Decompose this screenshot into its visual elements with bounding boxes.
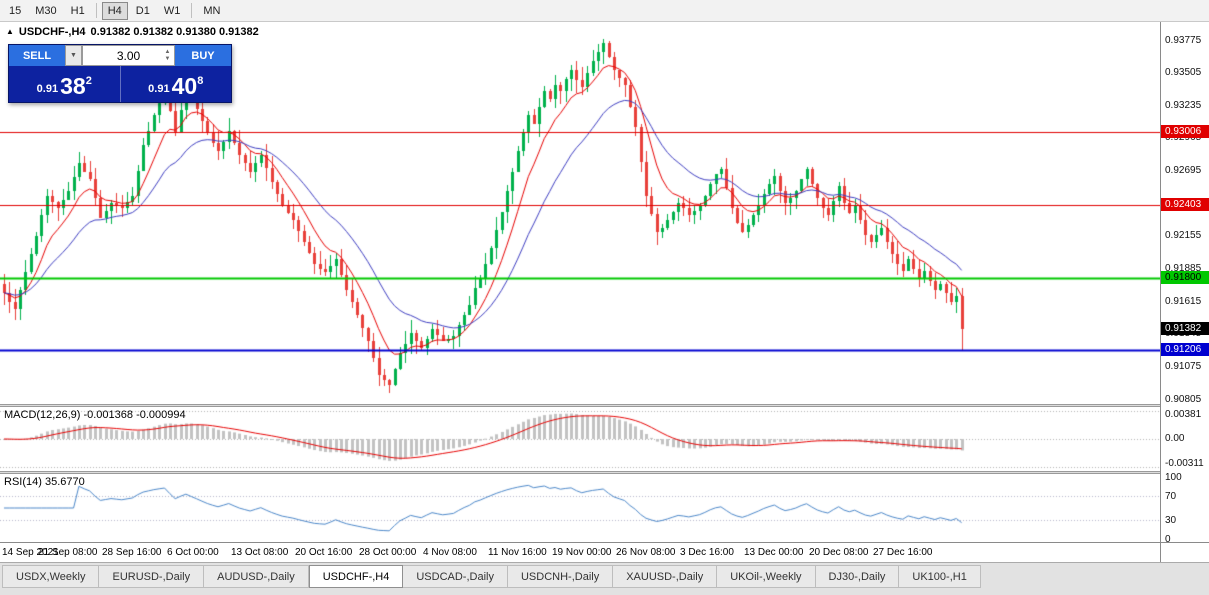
price-axis-tick: 0.91075 <box>1165 360 1202 372</box>
time-axis-label: 11 Nov 16:00 <box>488 547 547 558</box>
time-axis-label: 20 Dec 08:00 <box>809 547 869 558</box>
time-axis-label: 14 Sep 2021 <box>2 547 59 558</box>
rsi-axis-tick: 30 <box>1165 515 1177 527</box>
chart-tab-usdchf[interactable]: USDCHF-,H4 <box>308 565 404 588</box>
price-axis-tick: 0.93505 <box>1165 67 1202 79</box>
volume-spinner-up-icon[interactable]: ▲ <box>164 48 171 55</box>
time-axis-label: 28 Oct 00:00 <box>359 547 417 558</box>
chart-tab-bar: USDX,Weekly EURUSD-,Daily AUDUSD-,Daily USD… <box>0 562 1209 595</box>
buy-button[interactable]: BUY <box>175 45 231 66</box>
time-axis-label: 6 Oct 00:00 <box>167 547 219 558</box>
chart-symbol-title: USDCHF-,H4 <box>18 26 86 38</box>
chart-tab-usdcad[interactable]: USDCAD-,Daily <box>403 565 508 588</box>
macd-axis-tick: 0.00381 <box>1165 409 1202 420</box>
price-axis-tick: 0.92155 <box>1165 230 1202 242</box>
chart-tab-usdx[interactable]: USDX,Weekly <box>2 565 100 588</box>
price-axis-tick: 0.91615 <box>1165 295 1202 307</box>
rsi-indicator-canvas[interactable] <box>0 474 1160 542</box>
rsi-indicator-label: RSI(14) 35.6770 <box>4 476 85 488</box>
chart-tab-dj30[interactable]: DJ30-,Daily <box>815 565 900 588</box>
rsi-axis-tick: 70 <box>1165 490 1177 502</box>
price-line-label: 0.93006 <box>1161 125 1209 139</box>
chart-tab-audusd[interactable]: AUDUSD-,Daily <box>204 565 309 588</box>
time-axis-label: 3 Dec 16:00 <box>680 547 734 558</box>
time-axis-label: 20 Oct 16:00 <box>295 547 353 558</box>
sell-button[interactable]: SELL <box>9 45 65 66</box>
volume-spinner-down-icon[interactable]: ▼ <box>164 55 171 62</box>
chart-window-icon: ▲ <box>6 27 14 36</box>
price-axis-tick: 0.93775 <box>1165 34 1202 46</box>
price-axis[interactable]: 0.937750.935050.932350.929650.926950.924… <box>1160 22 1209 545</box>
chart-tab-ukoil[interactable]: UKOil-,Weekly <box>717 565 816 588</box>
sell-price-big-digits: 38 <box>60 73 86 100</box>
volume-input[interactable] <box>96 46 161 65</box>
price-axis-tick: 0.93235 <box>1165 99 1202 111</box>
chart-tab-uk100[interactable]: UK100-,H1 <box>899 565 981 588</box>
price-line-label: 0.91800 <box>1161 271 1209 285</box>
toolbar-separator <box>95 3 97 18</box>
chart-tab-eurusd[interactable]: EURUSD-,Daily <box>99 565 205 588</box>
macd-indicator-canvas[interactable] <box>0 407 1160 471</box>
timeframe-button-mn[interactable]: MN <box>197 2 226 20</box>
timeframe-button-d1[interactable]: D1 <box>130 2 156 20</box>
timeframe-button-m30[interactable]: M30 <box>29 2 62 20</box>
macd-axis-tick: 0.00 <box>1165 433 1185 444</box>
order-type-dropdown[interactable]: ▼ <box>65 45 82 66</box>
time-axis-label: 13 Oct 08:00 <box>231 547 289 558</box>
time-axis-label: 4 Nov 08:00 <box>423 547 477 558</box>
macd-axis-tick: -0.00311 <box>1165 458 1204 469</box>
buy-price-fraction: 8 <box>197 75 204 87</box>
chart-ohlc-values: 0.91382 0.91382 0.91380 0.91382 <box>90 26 259 38</box>
price-line-label: 0.91206 <box>1161 343 1209 357</box>
time-axis-label: 27 Dec 16:00 <box>873 547 933 558</box>
timeframe-button-w1[interactable]: W1 <box>158 2 187 20</box>
macd-indicator-label: MACD(12,26,9) -0.001368 -0.000994 <box>4 409 186 421</box>
one-click-trading-panel: SELL ▼ ▲ ▼ BUY 0.91 38 2 0.91 40 <box>8 44 232 103</box>
sell-price-prefix: 0.91 <box>36 83 59 95</box>
volume-spinner: ▲ ▼ <box>162 46 173 65</box>
buy-price-big-digits: 40 <box>171 73 198 100</box>
current-price-label: 0.91382 <box>1161 321 1209 335</box>
timeframe-button-h1[interactable]: H1 <box>65 2 91 20</box>
price-axis-tick: 0.90805 <box>1165 393 1202 405</box>
rsi-axis-tick: 0 <box>1165 534 1171 545</box>
sell-price-fraction: 2 <box>85 75 92 87</box>
time-axis[interactable]: 14 Sep 2021 21 Sep 08:00 28 Sep 16:00 6 Oct… <box>0 542 1160 562</box>
buy-price-display[interactable]: 0.91 40 8 <box>119 66 232 102</box>
rsi-axis-tick: 100 <box>1165 472 1182 483</box>
pane-separator[interactable] <box>0 404 1209 407</box>
pane-separator[interactable] <box>0 471 1209 474</box>
chart-tab-xauusd[interactable]: XAUUSD-,Daily <box>613 565 718 588</box>
price-line-label: 0.92403 <box>1161 198 1209 212</box>
timeframe-toolbar: 15 M30 H1 H4 D1 W1 MN <box>0 0 1209 22</box>
chart-tab-usdcnh[interactable]: USDCNH-,Daily <box>507 565 614 588</box>
time-axis-label: 26 Nov 08:00 <box>616 547 676 558</box>
time-axis-label: 13 Dec 00:00 <box>744 547 804 558</box>
axis-corner <box>1160 542 1209 562</box>
chevron-down-icon: ▼ <box>70 52 77 59</box>
price-axis-tick: 0.91885 <box>1165 263 1202 274</box>
sell-price-display[interactable]: 0.91 38 2 <box>9 66 120 102</box>
timeframe-button-15[interactable]: 15 <box>3 2 27 20</box>
chart-window-header: ▲ USDCHF-,H4 0.91382 0.91382 0.91380 0.9… <box>6 26 259 38</box>
toolbar-separator <box>191 3 193 18</box>
time-axis-label: 21 Sep 08:00 <box>38 547 98 558</box>
time-axis-label: 28 Sep 16:00 <box>102 547 162 558</box>
timeframe-button-h4[interactable]: H4 <box>101 1 128 20</box>
price-axis-tick: 0.92695 <box>1165 165 1202 177</box>
buy-price-prefix: 0.91 <box>148 83 170 95</box>
time-axis-label: 19 Nov 00:00 <box>552 547 612 558</box>
